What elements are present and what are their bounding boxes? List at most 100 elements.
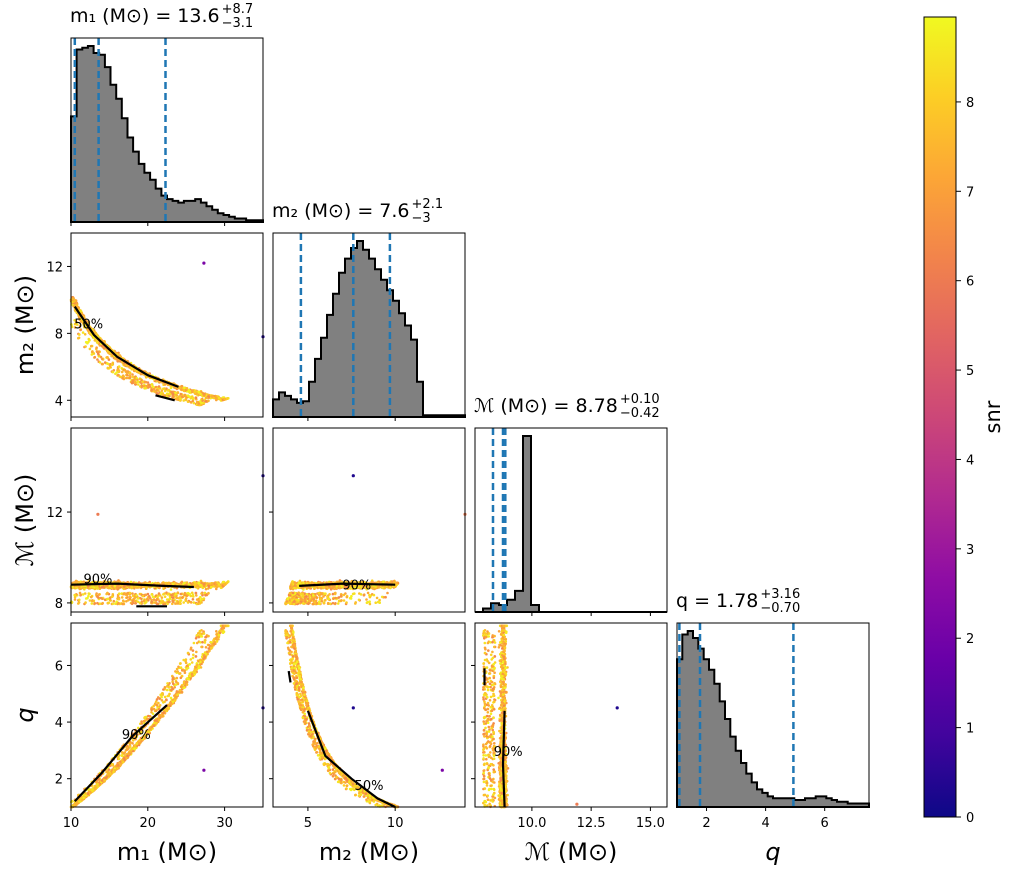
scatter-point (225, 581, 229, 584)
scatter-point (193, 390, 197, 394)
scatter-point (87, 340, 90, 344)
scatter-point (181, 395, 184, 399)
scatter-point (180, 388, 183, 391)
scatter-point (125, 600, 128, 603)
scatter-point (155, 392, 159, 395)
scatter-point (194, 396, 198, 400)
scatter-point (125, 376, 128, 380)
scatter-point (141, 380, 145, 384)
scatter-point (223, 398, 226, 401)
scatter-point (140, 384, 144, 388)
scatter-point (186, 394, 190, 398)
outlier-point (202, 261, 206, 265)
scatter-point (150, 388, 153, 392)
scatter-point (91, 599, 94, 602)
scatter-point (79, 593, 83, 596)
scatter-point (73, 322, 77, 326)
scatter-point (178, 399, 182, 402)
scatter-point (131, 373, 134, 376)
scatter-point (195, 594, 198, 597)
scatter-point (163, 595, 167, 598)
scatter-point (134, 596, 137, 599)
scatter-point (225, 397, 229, 400)
scatter-point (179, 592, 183, 596)
scatter-point (152, 387, 156, 391)
scatter-point (77, 336, 81, 340)
scatter-point (79, 328, 83, 331)
scatter-point (103, 361, 107, 364)
scatter-point (96, 358, 99, 361)
scatter-point (170, 390, 173, 394)
scatter-point (200, 592, 203, 595)
scatter-point (204, 593, 208, 597)
scatter-point (174, 602, 177, 605)
scatter-point (161, 581, 164, 585)
scatter-point (110, 363, 114, 367)
scatter-point (176, 600, 179, 603)
scatter-point (75, 320, 78, 324)
scatter-point (117, 373, 120, 377)
scatter-point (175, 596, 179, 600)
scatter-point (144, 593, 147, 597)
scatter-point (207, 399, 210, 403)
scatter-point (87, 592, 91, 595)
scatter-point (155, 602, 159, 606)
scatter-point (180, 580, 184, 584)
scatter-point (126, 373, 129, 377)
scatter-point (121, 602, 124, 606)
scatter-point (168, 597, 172, 601)
scatter-point (99, 355, 103, 359)
scatter-point (187, 388, 191, 392)
scatter-point (165, 392, 169, 396)
scatter-point (160, 596, 164, 599)
scatter-point (126, 596, 129, 599)
scatter-point (183, 386, 186, 390)
scatter-point (106, 366, 110, 370)
scatter-point (207, 591, 210, 595)
scatter-point (106, 362, 110, 366)
scatter-point (78, 324, 82, 328)
scatter-point (165, 598, 169, 601)
scatter-point (197, 402, 201, 405)
scatter-point (93, 602, 97, 605)
scatter-point (155, 597, 159, 601)
scatter-point (144, 380, 147, 384)
scatter-point (121, 599, 125, 602)
scatter-point (84, 601, 87, 604)
scatter-point (183, 393, 187, 397)
scatter-point (73, 598, 77, 601)
scatter-point (163, 389, 167, 393)
scatter-point (131, 379, 134, 383)
scatter-point (128, 591, 132, 595)
scatter-point (136, 597, 140, 600)
scatter-point (175, 394, 179, 397)
scatter-point (140, 597, 143, 601)
scatter-point (91, 350, 94, 354)
scatter-point (172, 596, 175, 599)
scatter-point (146, 381, 150, 384)
scatter-point (176, 391, 180, 395)
scatter-point (72, 299, 76, 303)
scatter-point (202, 401, 206, 405)
scatter-point (151, 385, 155, 388)
scatter-point (180, 384, 184, 388)
scatter-point (181, 596, 184, 599)
scatter-point (134, 380, 137, 384)
scatter-point (163, 602, 167, 606)
scatter-point (161, 392, 164, 396)
scatter-point (106, 356, 109, 359)
scatter-point (185, 581, 189, 584)
scatter-point (184, 597, 188, 600)
scatter-point (178, 395, 181, 398)
scatter-point (200, 398, 203, 401)
scatter-point (179, 392, 183, 396)
scatter-point (163, 387, 166, 390)
scatter-point (217, 396, 221, 400)
scatter-point (131, 375, 135, 379)
scatter-point (87, 594, 90, 598)
scatter-m1-m2 (69, 261, 265, 407)
scatter-point (169, 588, 173, 591)
scatter-point (81, 593, 85, 596)
scatter-point (172, 393, 175, 396)
scatter-point (137, 600, 140, 604)
